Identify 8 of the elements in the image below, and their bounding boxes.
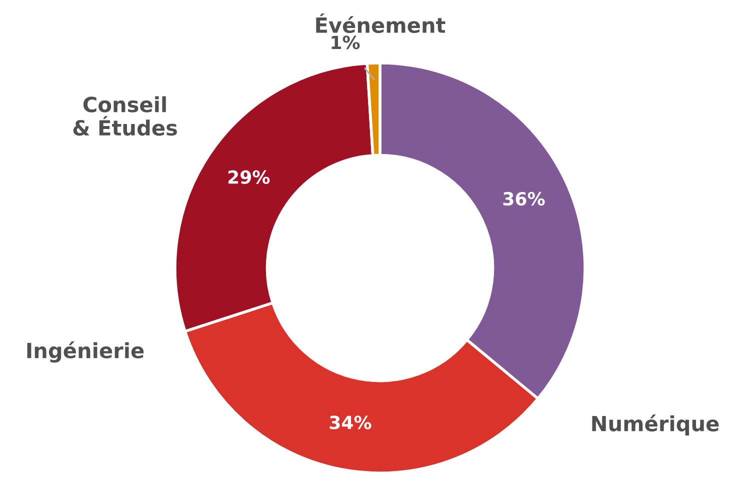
slice-label: Ingénierie (27, 341, 144, 363)
slice-label: Événement (316, 13, 446, 34)
data-label: 1% (332, 36, 360, 50)
data-label: 36% (503, 192, 545, 206)
data-label: 34% (330, 416, 372, 430)
slice-label: Numérique (592, 414, 719, 436)
data-label: 29% (228, 170, 270, 184)
slice-label: Conseil & Études (73, 96, 177, 136)
